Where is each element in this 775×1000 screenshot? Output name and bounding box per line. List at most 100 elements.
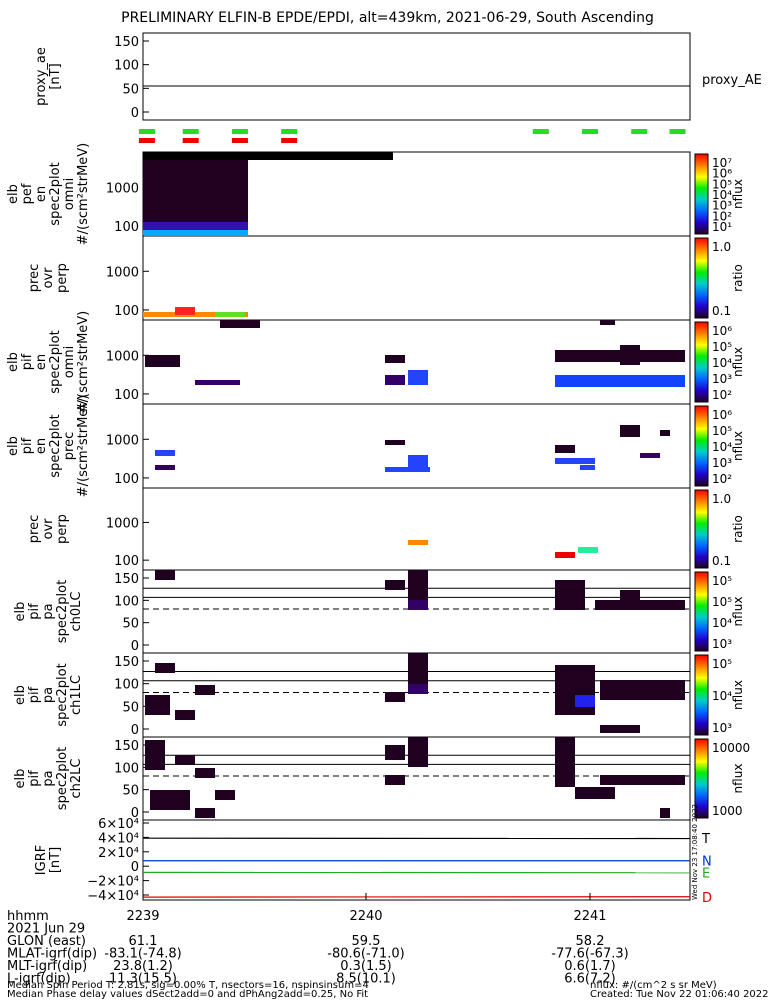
spectrogram-pixel — [143, 152, 393, 160]
igrf-legend-D: D — [702, 891, 712, 906]
y-axis-label: spec2plot — [48, 162, 63, 225]
footer-label: GLON (east) — [7, 934, 86, 949]
colorbar-tick: 10⁴ — [712, 616, 732, 630]
colorbar-ele_omni — [694, 153, 709, 235]
spectrogram-pixel — [660, 430, 670, 436]
spectrogram-pixel — [385, 692, 405, 702]
spectrogram-pixel — [408, 600, 428, 610]
spectrogram-pixel — [620, 425, 640, 437]
colorbar-tick: 1000 — [712, 804, 743, 818]
colorbar-label: ratio — [731, 264, 745, 292]
colorbar-tick: 10⁵ — [712, 595, 732, 609]
footer-note-1: Median Spin Period T: 2.81s, sig=0.00% T… — [7, 980, 369, 991]
spectrogram-pixel — [555, 445, 575, 453]
y-axis-label: pif — [27, 770, 42, 787]
colorbar-tick: 10000 — [712, 741, 750, 755]
y-axis-label: pif — [27, 603, 42, 620]
colorbar-tick: 0.1 — [712, 554, 731, 568]
y-axis-label: en — [34, 354, 49, 370]
colorbar-tick: 10³ — [712, 372, 732, 386]
spectrogram-pixel — [155, 450, 175, 456]
spectrogram-pixel — [195, 808, 215, 818]
footer-value: 11.3(15.5) — [109, 972, 177, 987]
colorbar-tick: 1.0 — [712, 492, 731, 506]
spectrogram-pixel — [385, 775, 405, 785]
status-bar-green — [182, 129, 199, 134]
colorbar-tick: 0.1 — [712, 304, 731, 318]
colorbar-tick: 10¹ — [712, 220, 732, 234]
proxy-ae-legend: proxy_AE — [702, 73, 762, 88]
spectrogram-pixel — [175, 755, 195, 765]
spectrogram-pixel — [195, 768, 215, 778]
y-tick-label: 100 — [114, 472, 139, 487]
spectrogram-pixel — [385, 375, 405, 385]
spectrogram-pixel — [620, 345, 640, 365]
colorbar-tick: 10⁵ — [712, 340, 732, 354]
chart-title: PRELIMINARY ELFIN-B EPDE/EPDI, alt=439km… — [121, 10, 654, 26]
y-tick-label: 50 — [122, 784, 139, 799]
spectrogram-pixel — [155, 663, 175, 673]
status-bar-green — [669, 129, 686, 134]
colorbar-label: nflux — [731, 431, 745, 461]
spectrogram-pixel — [385, 467, 430, 472]
status-bar-green — [138, 129, 155, 134]
y-tick-label: −4×10⁴ — [87, 889, 139, 904]
footer-value: -80.6(-71.0) — [327, 947, 404, 962]
colorbar-tick: 10⁶ — [712, 167, 732, 181]
y-axis-label: omni — [62, 178, 77, 210]
status-bar-red — [281, 138, 298, 143]
status-bar-green — [582, 129, 599, 134]
spectrogram-pixel — [408, 540, 428, 545]
status-bar-red — [231, 138, 248, 143]
colorbar-tick: 10⁷ — [712, 156, 732, 170]
colorbar-label: nflux — [731, 347, 745, 377]
y-tick-label: 2×10⁴ — [98, 846, 139, 861]
y-axis-label: ch1LC — [69, 675, 84, 715]
panel-frame-proxy_ae — [142, 32, 691, 121]
colorbar-tick: 10² — [712, 209, 732, 223]
y-tick-label: 150 — [114, 572, 139, 587]
footer-label: 2021 Jun 29 — [7, 922, 85, 937]
igrf-legend-N: N — [702, 855, 712, 870]
spectrogram-pixel — [578, 547, 598, 553]
spectrogram-pixel — [600, 680, 685, 700]
spectrogram-pixel — [143, 160, 248, 230]
footer-value: -77.6(-67.3) — [551, 947, 628, 962]
y-axis-label: proxy_ae — [34, 47, 49, 106]
y-axis-label: prec — [27, 515, 42, 543]
spectrogram-pixel — [150, 790, 190, 810]
spectrogram-pixel — [385, 580, 405, 590]
spectrogram-pixel — [640, 453, 660, 458]
y-tick-label: 1000 — [106, 349, 139, 364]
spectrogram-pixel — [408, 684, 428, 694]
spectrogram-pixel — [145, 695, 170, 715]
y-tick-label: 100 — [114, 594, 139, 609]
y-tick-label: 1000 — [106, 433, 139, 448]
spectrogram-pixel — [555, 458, 595, 464]
footer-label: L-igrf(dip) — [7, 972, 71, 987]
spectrogram-pixel — [555, 737, 575, 787]
spectrogram-pixel — [143, 222, 248, 230]
y-axis-label: ch2LC — [69, 759, 84, 799]
y-tick-label: 100 — [114, 554, 139, 569]
footer-value: 2240 — [349, 909, 382, 924]
y-axis-label: [nT] — [48, 63, 63, 89]
colorbar-tick: 10⁴ — [712, 356, 732, 370]
igrf-legend-T: T — [701, 832, 710, 847]
status-bar-red — [182, 138, 199, 143]
y-tick-label: 150 — [114, 739, 139, 754]
y-axis-label: elb — [13, 602, 28, 622]
footer-units: nflux: #/(cm^2 s sr MeV) — [590, 980, 717, 991]
colorbar-label: nflux — [731, 764, 745, 794]
colorbar-tick: 10³ — [712, 199, 732, 213]
colorbar-tick: 10⁴ — [712, 440, 732, 454]
y-tick-label: 1000 — [106, 516, 139, 531]
colorbar-tick: 10⁴ — [712, 689, 732, 703]
y-axis-label: prec — [62, 432, 77, 460]
footer-value: 6.6(7.2) — [564, 972, 616, 987]
footer-value: 61.1 — [129, 934, 158, 949]
colorbar-tick: 1.0 — [712, 240, 731, 254]
spectrogram-pixel — [143, 230, 248, 235]
spectrogram-pixel — [175, 307, 195, 315]
